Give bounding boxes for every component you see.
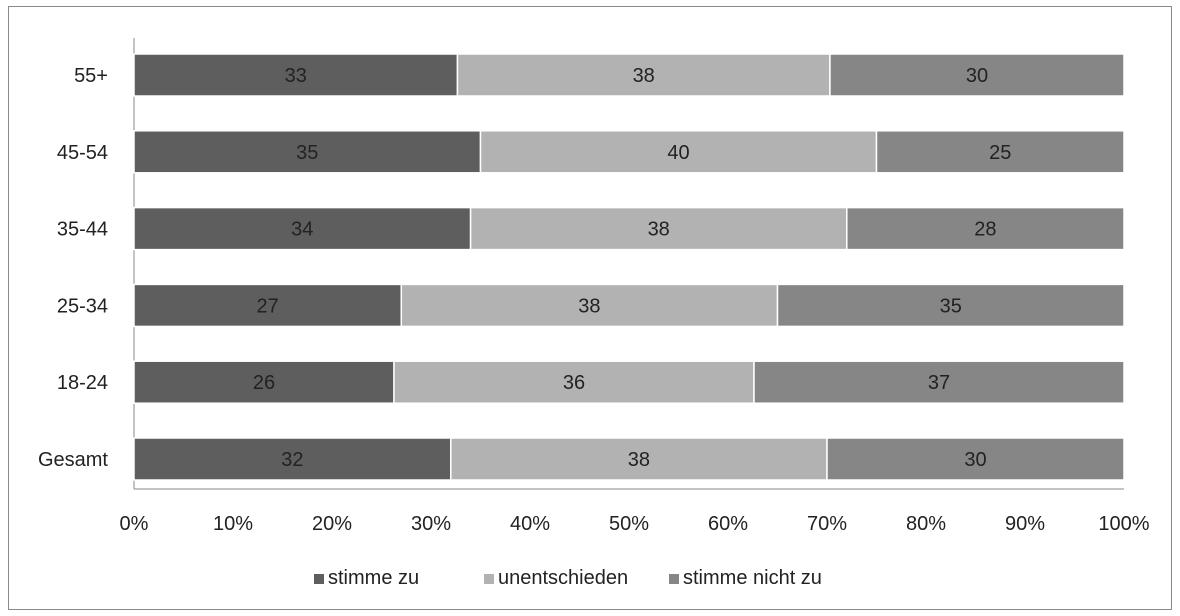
bar-segment-Gesamt-stimme-nicht-zu [826,437,1125,481]
x-tick-label: 50% [609,513,649,535]
bar-segment-45-54-stimme-nicht-zu [875,130,1125,174]
x-tick-label: 60% [708,513,748,535]
x-tick-label: 0% [120,513,149,535]
bar-segment-55+-stimme-zu [133,53,459,97]
x-tick-label: 10% [213,513,253,535]
category-label: 25-34 [57,295,108,317]
category-label: 18-24 [57,372,108,394]
legend-label: stimme nicht zu [683,567,822,589]
data-label: 38 [628,449,650,471]
bar-segment-Gesamt-stimme-zu [133,437,452,481]
legend-label: stimme zu [328,567,419,589]
x-tick-label: 80% [906,513,946,535]
data-label: 36 [563,372,585,394]
legend-swatch [314,574,324,584]
bar-segment-55+-unentschieden [456,53,831,97]
x-tick-label: 70% [807,513,847,535]
data-label: 34 [291,219,313,241]
bar-segment-Gesamt-unentschieden [450,437,828,481]
bar-segment-18-24-stimme-nicht-zu [753,360,1125,404]
data-label: 30 [964,449,986,471]
data-label: 28 [974,219,996,241]
data-label: 38 [648,219,670,241]
bar-segment-18-24-unentschieden [393,360,755,404]
data-label: 38 [578,295,600,317]
category-label: 45-54 [57,142,108,164]
bar-segment-18-24-stimme-zu [133,360,395,404]
category-label: Gesamt [38,449,108,471]
bar-segment-35-44-unentschieden [469,206,848,251]
data-label: 38 [633,65,655,87]
bar-segment-45-54-unentschieden [479,130,878,174]
x-tick-label: 100% [1098,513,1149,535]
bar-segment-55+-stimme-nicht-zu [829,53,1125,97]
data-label: 35 [296,142,318,164]
x-tick-label: 30% [411,513,451,535]
data-label: 40 [667,142,689,164]
data-label: 25 [989,142,1011,164]
data-label: 30 [966,65,988,87]
bar-segment-25-34-stimme-nicht-zu [776,283,1125,328]
data-label: 27 [257,295,279,317]
bar-segment-25-34-unentschieden [400,283,779,328]
data-label: 37 [928,372,950,394]
legend-label: unentschieden [498,567,628,589]
legend-swatch [484,574,494,584]
category-label: 35-44 [57,219,108,241]
x-tick-label: 90% [1005,513,1045,535]
data-label: 35 [940,295,962,317]
x-tick-label: 40% [510,513,550,535]
legend-swatch [669,574,679,584]
bar-segment-35-44-stimme-zu [133,206,472,251]
x-tick-label: 20% [312,513,352,535]
data-label: 32 [281,449,303,471]
data-label: 33 [285,65,307,87]
category-label: 55+ [74,65,108,87]
bar-segment-25-34-stimme-zu [133,283,403,328]
bar-segment-35-44-stimme-nicht-zu [846,206,1125,251]
data-label: 26 [253,372,275,394]
